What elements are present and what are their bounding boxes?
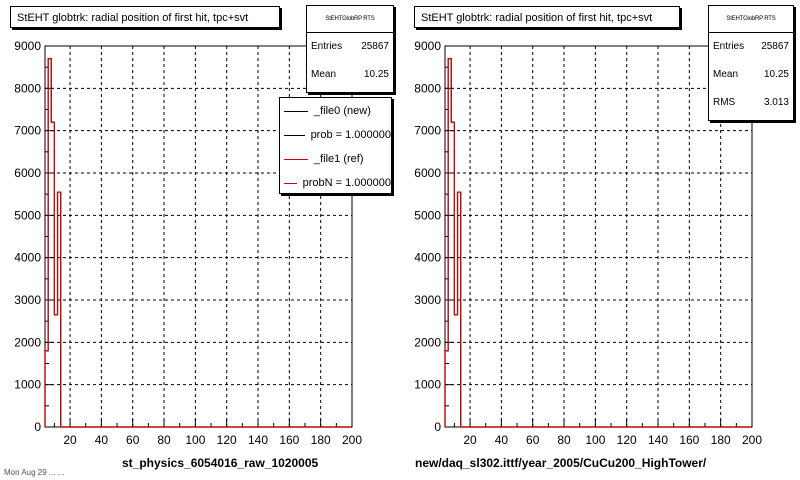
legend-label-probn: probN = 1.000000: [302, 177, 391, 189]
plot-frame: [444, 45, 753, 428]
right-stats-entries-label: Entries: [713, 41, 745, 52]
y-tick-label: 3000: [14, 293, 41, 307]
x-tick-label: 160: [279, 433, 299, 447]
legend-label-prob: prob = 1.000000: [310, 129, 391, 141]
x-tick-label: 20: [63, 433, 77, 447]
x-tick-label: 120: [217, 433, 237, 447]
x-tick-label: 60: [526, 433, 540, 447]
right-stats-rms-label: RMS: [713, 97, 736, 108]
y-tick-label: 4000: [414, 251, 441, 265]
y-tick-label: 8000: [14, 81, 41, 95]
y-tick-label: 6000: [14, 166, 41, 180]
x-tick-label: 40: [95, 433, 109, 447]
x-tick-label: 160: [679, 433, 699, 447]
y-tick-label: 7000: [414, 124, 441, 138]
left-title: StEHT globtrk: radial position of first …: [10, 6, 280, 28]
x-tick-label: 40: [495, 433, 509, 447]
right-stats-row-mean: Mean 10.25: [709, 61, 793, 89]
y-tick-label: 5000: [14, 208, 41, 222]
right-stats-mean-value: 10.25: [763, 69, 789, 80]
y-tick-label: 9000: [414, 39, 441, 53]
left-stats-box: StEHTGlobRP RTS Entries 25867 Mean 10.25: [306, 5, 394, 93]
y-tick-label: 2000: [14, 335, 41, 349]
x-tick-label: 100: [585, 433, 605, 447]
y-tick-label: 2000: [414, 335, 441, 349]
x-tick-label: 140: [648, 433, 668, 447]
legend-line-prob: [284, 134, 305, 136]
legend-line-new: [284, 110, 308, 112]
left-legend: _file0 (new) prob = 1.000000 _file1 (ref…: [279, 97, 392, 194]
right-stats-mean-label: Mean: [713, 69, 739, 80]
right-stats-row-rms: RMS 3.013: [709, 89, 793, 117]
left-stats-row-entries: Entries 25867: [307, 33, 393, 61]
x-tick-label: 80: [557, 433, 571, 447]
y-tick-label: 8000: [414, 81, 441, 95]
y-tick-label: 4000: [14, 251, 41, 265]
left-stats-entries-value: 25867: [361, 41, 389, 52]
histogram-series-overlay: [444, 58, 752, 428]
left-x-title: st_physics_6054016_raw_1020005: [122, 456, 319, 470]
footer-timestamp: Mon Aug 29 ... ...: [4, 468, 65, 477]
left-stats-header: StEHTGlobRP RTS: [307, 6, 393, 33]
right-panel: 20 40 60 80 100 120 140 160 180 200 0 1000 2000 3000 4…: [400, 0, 800, 480]
legend-entry-probn: probN = 1.000000: [280, 171, 391, 193]
y-tick-label: 0: [34, 420, 41, 434]
legend-entry-prob: prob = 1.000000: [280, 123, 391, 147]
left-panel: 20 40 60 80 100 120 140 160 180 200 0 1000 2000 3000 4…: [10, 5, 394, 470]
right-stats-rms-value: 3.013: [763, 97, 789, 108]
legend-label-ref: _file1 (ref): [314, 153, 364, 165]
right-stats-header: StEHTGlobRP RTS: [709, 6, 793, 33]
y-tick-label: 9000: [14, 39, 41, 53]
x-tick-label: 180: [711, 433, 731, 447]
x-tick-label: 100: [185, 433, 205, 447]
right-stats-box: StEHTGlobRP RTS Entries 25867 Mean 10.25…: [708, 5, 794, 121]
legend-label-new: _file0 (new): [314, 105, 371, 117]
left-stats-entries-label: Entries: [311, 41, 343, 52]
y-tick-label: 6000: [414, 166, 441, 180]
x-tick-label: 180: [311, 433, 331, 447]
x-tick-label: 120: [617, 433, 637, 447]
x-tick-label: 200: [342, 433, 362, 447]
y-tick-label: 7000: [14, 124, 41, 138]
right-stats-entries-value: 25867: [761, 41, 789, 52]
x-tick-label: 60: [126, 433, 140, 447]
left-stats-row-mean: Mean 10.25: [307, 61, 393, 89]
left-stats-mean-value: 10.25: [363, 69, 389, 80]
y-tick-label: 3000: [414, 293, 441, 307]
left-stats-mean-label: Mean: [311, 69, 337, 80]
y-tick-label: 1000: [14, 378, 41, 392]
legend-entry-new: _file0 (new): [280, 99, 391, 123]
legend-line-ref: [284, 158, 308, 160]
x-tick-label: 200: [742, 433, 762, 447]
histogram-series-1: [44, 58, 352, 428]
y-tick-label: 5000: [414, 208, 441, 222]
x-tick-label: 140: [248, 433, 268, 447]
right-x-title: new/daq_sl302.ittf/year_2005/CuCu200_Hig…: [415, 456, 707, 470]
x-tick-label: 80: [157, 433, 171, 447]
legend-line-probn: [284, 182, 297, 184]
x-tick-label: 20: [463, 433, 477, 447]
right-title: StEHT globtrk: radial position of first …: [414, 6, 680, 28]
y-tick-label: 0: [434, 420, 441, 434]
right-histogram: 20 40 60 80 100 120 140 160 180 20001000200030004…: [414, 39, 762, 447]
right-stats-row-entries: Entries 25867: [709, 33, 793, 61]
legend-entry-ref: _file1 (ref): [280, 147, 391, 171]
y-tick-label: 1000: [414, 378, 441, 392]
